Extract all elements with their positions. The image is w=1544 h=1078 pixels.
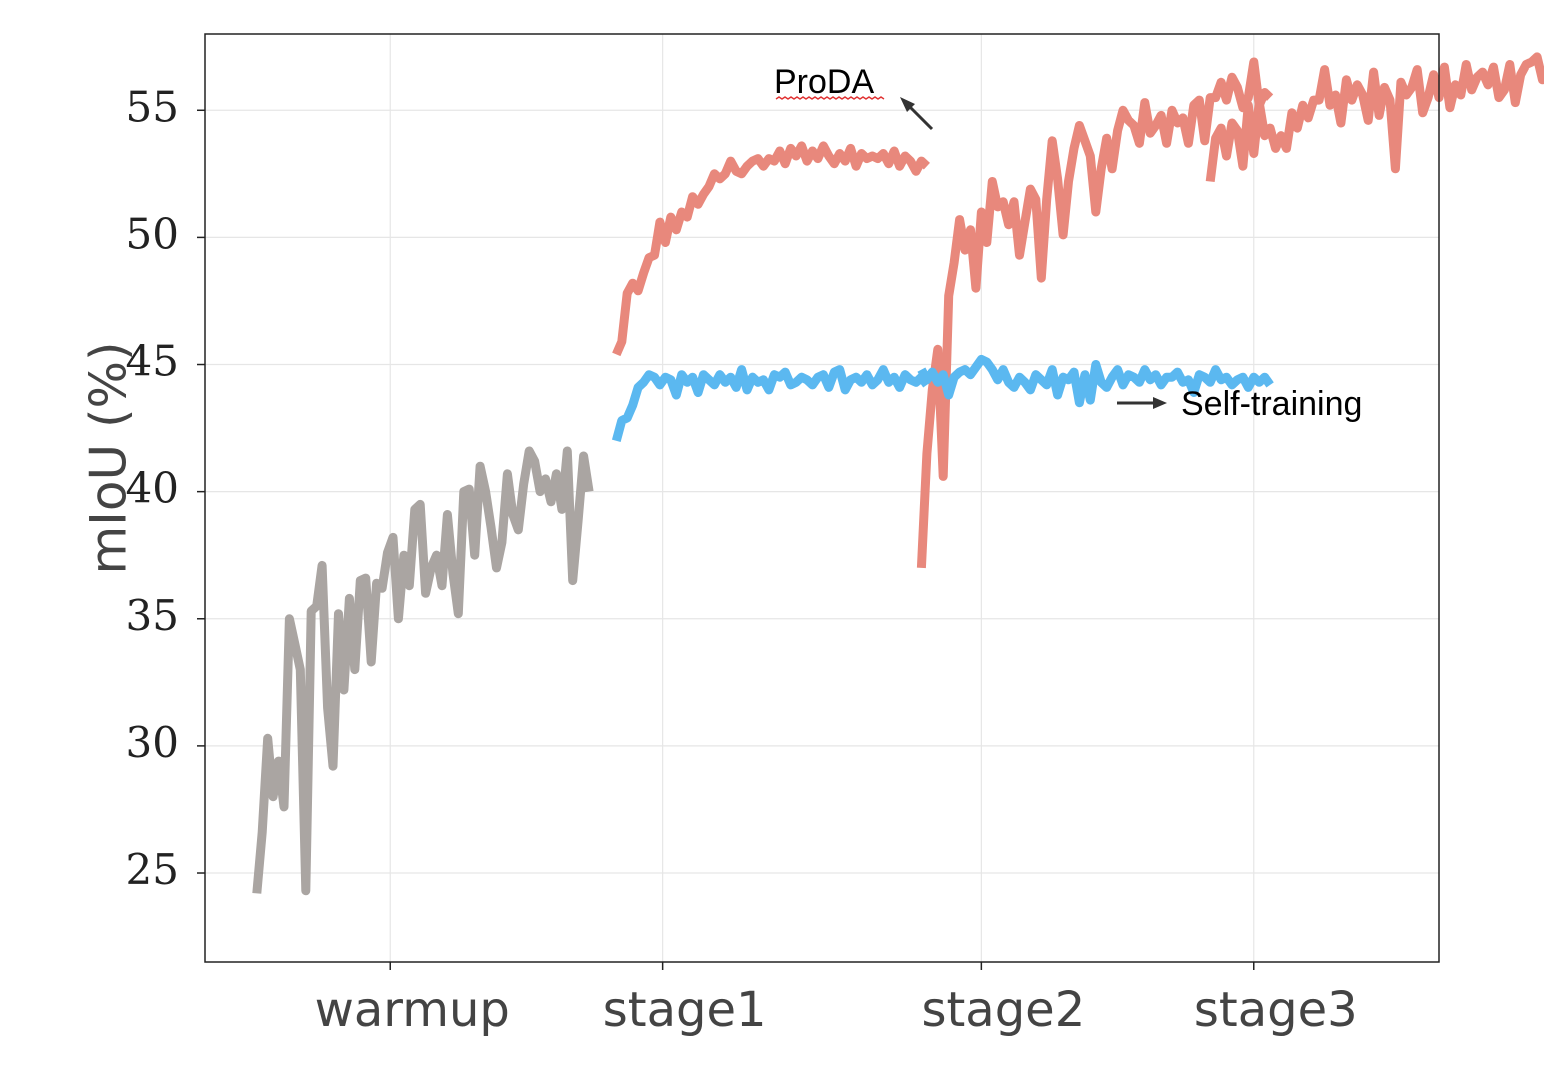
y-axis-label: mIoU (%)	[80, 341, 138, 574]
grid-lines	[205, 34, 1439, 962]
series-line-proda	[1205, 52, 1544, 183]
plot-frame	[204, 33, 1440, 963]
x-tick-label: stage3	[1194, 982, 1358, 1038]
y-tick-label: 45	[126, 337, 179, 386]
x-tick-labels: warmup stage1 stage2 stage3	[315, 962, 1358, 1038]
proda-arrow-head	[900, 97, 915, 112]
self-training-arrow-head	[1153, 397, 1167, 409]
proda-arrow-shaft	[907, 104, 934, 131]
series-line-proda	[916, 57, 1274, 569]
y-tick-label: 40	[126, 464, 179, 513]
proda-label: ProDA	[774, 63, 874, 101]
x-tick-label: stage2	[921, 982, 1085, 1038]
proda-annotation: ProDA	[774, 63, 934, 131]
x-tick-label: warmup	[315, 982, 510, 1038]
y-tick-label: 50	[126, 209, 179, 258]
series-line-self-training	[611, 365, 931, 442]
series-line-self-training	[917, 354, 1274, 408]
y-tick-label: 55	[126, 82, 179, 131]
y-tick-label: 30	[126, 718, 179, 767]
series-layer	[252, 52, 1544, 896]
y-tick-label: 35	[126, 591, 179, 640]
x-tick-label: stage1	[603, 982, 767, 1038]
series-line-warmup	[252, 446, 594, 896]
y-tick-label: 25	[126, 845, 179, 894]
series-line-proda	[612, 141, 930, 357]
self-training-label: Self-training	[1181, 385, 1362, 423]
y-tick-labels: 25 30 35 40 45 50 55	[126, 82, 205, 894]
self-training-annotation: Self-training	[1117, 385, 1362, 423]
spellcheck-underline	[775, 96, 885, 100]
